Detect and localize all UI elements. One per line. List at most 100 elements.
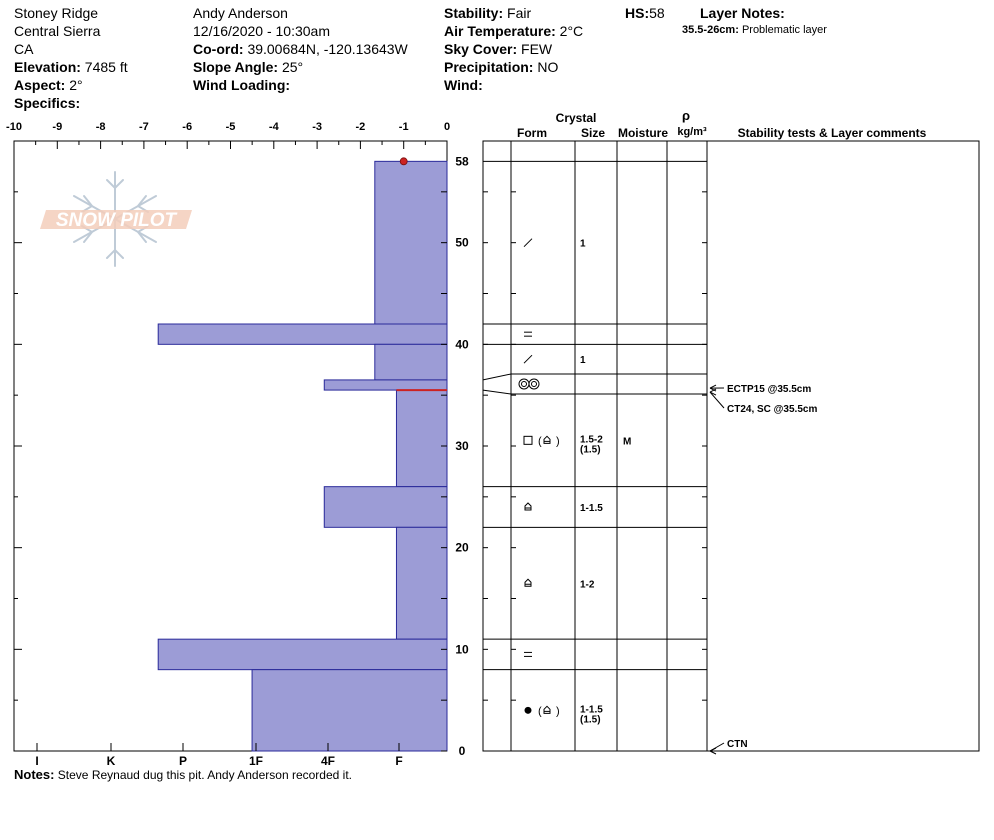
- state: CA: [14, 41, 34, 57]
- stability-test-label: CTN: [727, 739, 748, 750]
- dot-glyph: [524, 706, 532, 714]
- equal-form-icon: [524, 651, 532, 657]
- facet-glyph: [524, 578, 532, 587]
- hardness-tick-label: F: [395, 754, 402, 768]
- hardness-bar: [395, 526, 448, 640]
- ring-glyph: [518, 378, 530, 390]
- stability-test-label: ECTP15 @35.5cm: [727, 384, 811, 395]
- aspect-row: Aspect: 2°: [14, 76, 128, 94]
- stability-label: Stability:: [444, 5, 504, 21]
- height-tick-label: 20: [455, 541, 469, 555]
- form-header: Form: [517, 126, 547, 140]
- paren-glyph: (: [538, 705, 542, 717]
- temp-tick-label: -1: [399, 121, 409, 133]
- height-tick-label: 30: [455, 439, 469, 453]
- temp-tick-label: -3: [312, 121, 322, 133]
- precip-label: Precipitation:: [444, 59, 534, 75]
- square-facet-form-icon: (): [523, 435, 560, 447]
- elevation-label: Elevation:: [14, 59, 81, 75]
- equal-form-icon: [524, 331, 532, 337]
- specifics-label: Specifics:: [14, 95, 81, 111]
- square-glyph: [523, 435, 533, 445]
- precip-value: NO: [537, 59, 559, 75]
- temp-tick-label: -8: [96, 121, 106, 133]
- temp-tick-label: -6: [182, 121, 192, 133]
- coord-label: Co-ord:: [193, 41, 244, 57]
- observation-datetime: 12/16/2020 - 10:30am: [193, 23, 330, 39]
- stability-test-arrowhead: [709, 384, 717, 392]
- slope-row: Slope Angle: 25°: [193, 58, 408, 76]
- crystal-size-label: 1.5-2: [580, 434, 603, 445]
- slash-glyph: [523, 238, 533, 248]
- height-tick-label: 10: [455, 642, 469, 656]
- temp-tick-label: 0: [444, 121, 450, 133]
- crystal-size-label: 1-1.5: [580, 704, 603, 715]
- layer-note-text: Problematic layer: [741, 24, 827, 36]
- wind-row: Wind:: [444, 76, 583, 94]
- table-row-connector: [482, 389, 512, 395]
- hardness-bar: [323, 486, 448, 528]
- temp-tick-label: -9: [52, 121, 62, 133]
- paren-glyph: (: [538, 435, 542, 447]
- temperature-point: [399, 157, 408, 166]
- header-weather-info: Stability: Fair Air Temperature: 2°C Sky…: [444, 4, 583, 94]
- hs-value: 58: [649, 5, 665, 21]
- hardness-bar: [374, 343, 448, 381]
- elevation-value: 7485 ft: [84, 59, 128, 75]
- wind-loading-row: Wind Loading:: [193, 76, 408, 94]
- mountain-range: Central Sierra: [14, 23, 101, 39]
- crystal-size-secondary-label: (1.5): [580, 444, 601, 455]
- hardness-tick-label: 4F: [321, 754, 335, 768]
- size-header: Size: [581, 126, 605, 140]
- height-tick-label: 50: [455, 236, 469, 250]
- slope-label: Slope Angle:: [193, 59, 279, 75]
- layer-notes-heading: Layer Notes:: [700, 4, 785, 22]
- air-temp-row: Air Temperature: 2°C: [444, 22, 583, 40]
- air-temp-value: 2°C: [559, 23, 584, 39]
- ring-glyph: [531, 381, 537, 387]
- crystal-size-label: 1: [580, 239, 586, 250]
- hs-label: HS:: [625, 5, 650, 21]
- observer-name: Andy Anderson: [193, 5, 288, 21]
- moisture-label: M: [623, 436, 631, 447]
- hardness-bar: [251, 669, 448, 752]
- hardness-bar: [157, 638, 448, 671]
- notes-label: Notes:: [14, 767, 55, 782]
- height-tick-label: 58: [455, 154, 469, 168]
- air-temp-label: Air Temperature:: [444, 23, 556, 39]
- sky-row: Sky Cover: FEW: [444, 40, 583, 58]
- ring-glyph: [528, 378, 540, 390]
- header-observer-info: Andy Anderson 12/16/2020 - 10:30am Co-or…: [193, 4, 408, 94]
- dot-facet-form-icon: (): [524, 705, 560, 717]
- hardness-tick-label: K: [107, 754, 116, 768]
- aspect-value: 2°: [69, 77, 83, 93]
- sky-value: FEW: [521, 41, 553, 57]
- crystal-size-secondary-label: (1.5): [580, 714, 601, 725]
- specifics-row: Specifics:: [14, 94, 128, 112]
- layer-notes-label: Layer Notes:: [700, 5, 785, 21]
- rings-form-icon: [518, 378, 540, 390]
- precip-row: Precipitation: NO: [444, 58, 583, 76]
- aspect-label: Aspect:: [14, 77, 66, 93]
- stability-test-label: CT24, SC @35.5cm: [727, 404, 817, 415]
- temp-tick-label: -4: [269, 121, 280, 133]
- crystal-header: Crystal: [556, 111, 597, 125]
- stability-test-arrowhead: [709, 747, 717, 755]
- hardness-tick-label: 1F: [249, 754, 263, 768]
- crystal-size-label: 1: [580, 355, 586, 366]
- stability-value: Fair: [507, 5, 532, 21]
- slash-form-icon: [523, 354, 533, 364]
- notes-row: Notes: Steve Reynaud dug this pit. Andy …: [14, 767, 352, 782]
- moisture-header: Moisture: [618, 126, 668, 140]
- layer-note-range: 35.5-26cm:: [682, 24, 739, 36]
- crystal-size-label: 1-2: [580, 579, 595, 590]
- table-row-connector: [482, 373, 512, 381]
- ring-glyph: [521, 381, 527, 387]
- hardness-tick-label: I: [35, 754, 38, 768]
- stability-tests-header: Stability tests & Layer comments: [738, 126, 927, 140]
- slope-value: 25°: [281, 59, 304, 75]
- facet-form-icon: [524, 578, 532, 587]
- temp-tick-label: -7: [139, 121, 149, 133]
- stability-test-pointer: [709, 391, 725, 409]
